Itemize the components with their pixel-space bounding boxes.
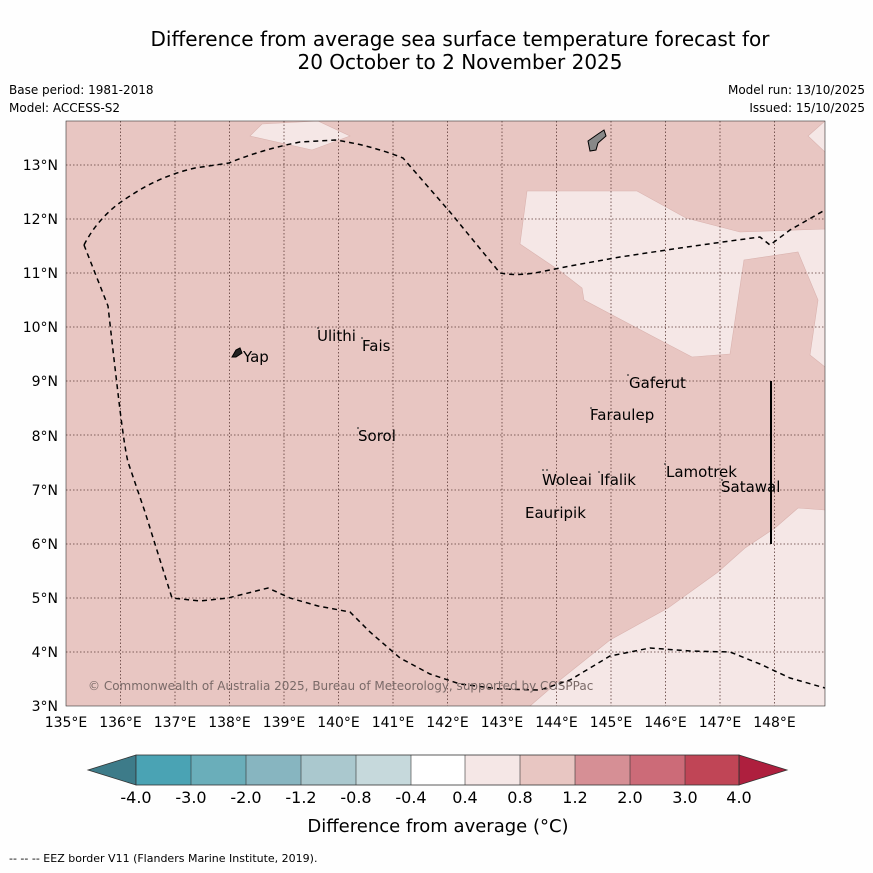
- lon-tick: 140°E: [317, 715, 360, 731]
- chart-title: Difference from average sea surface temp…: [60, 28, 860, 74]
- colorbar-swatch: [356, 755, 411, 785]
- colorbar-tick: -2.0: [230, 788, 261, 807]
- lat-tick: 4°N: [32, 645, 58, 661]
- colorbar-tick: 2.0: [617, 788, 642, 807]
- place-label-eauripik: Eauripik: [525, 504, 586, 522]
- colorbar-swatch: [246, 755, 301, 785]
- lat-tick: 8°N: [32, 429, 58, 445]
- colorbar-tick: -3.0: [175, 788, 206, 807]
- lon-tick: 146°E: [644, 715, 687, 731]
- lon-tick: 147°E: [699, 715, 742, 731]
- lon-tick: 137°E: [154, 715, 197, 731]
- guam-island: [587, 129, 607, 152]
- anomaly-fill-0p4-0p8: [249, 121, 351, 151]
- lon-tick: 141°E: [372, 715, 415, 731]
- colorbar-tick: 0.8: [507, 788, 532, 807]
- place-label-faraulep: Faraulep: [590, 406, 654, 424]
- colorbar-tick: 0.4: [452, 788, 477, 807]
- eez-source-note: -- -- -- EEZ border V11 (Flanders Marine…: [9, 852, 318, 865]
- eez-border-north: [83, 139, 825, 276]
- model-name: Model: ACCESS-S2: [9, 101, 121, 115]
- place-label-ulithi: Ulithi: [317, 327, 356, 345]
- yap-island: [231, 347, 243, 358]
- colorbar-extend-low: [86, 754, 137, 786]
- longitude-axis: 135°E 136°E 137°E 138°E 139°E 140°E 141°…: [45, 715, 796, 731]
- lat-tick: 9°N: [32, 374, 58, 390]
- place-label-satawal: Satawal: [721, 478, 780, 496]
- atoll-markers: [317, 327, 723, 481]
- lat-tick: 10°N: [23, 320, 58, 336]
- lon-tick: 136°E: [99, 715, 142, 731]
- lon-tick: 142°E: [426, 715, 469, 731]
- lon-tick: 148°E: [753, 715, 796, 731]
- map-area: Yap Ulithi Fais Gaferut Faraulep Sorol L…: [66, 121, 825, 706]
- lon-tick: 135°E: [45, 715, 88, 731]
- colorbar-swatch: [465, 755, 520, 785]
- colorbar-tick: 1.2: [562, 788, 587, 807]
- latitude-axis: 13°N 12°N 11°N 10°N 9°N 8°N 7°N 6°N 5°N …: [23, 158, 58, 715]
- lat-tick: 7°N: [32, 483, 58, 499]
- colorbar-swatch: [575, 755, 630, 785]
- place-label-gaferut: Gaferut: [629, 374, 686, 392]
- lat-tick: 3°N: [32, 699, 58, 715]
- place-label-woleai: Woleai: [542, 471, 592, 489]
- colorbar-swatch: [685, 755, 739, 785]
- lat-tick: 12°N: [23, 212, 58, 228]
- colorbar-tick: 4.0: [726, 788, 751, 807]
- lat-tick: 6°N: [32, 537, 58, 553]
- model-run: Model run: 13/10/2025: [727, 83, 865, 97]
- anomaly-fill-0p4-0p8: [529, 507, 825, 706]
- place-label-fais: Fais: [362, 337, 391, 355]
- graticule: [66, 121, 825, 706]
- colorbar-tick: -0.8: [340, 788, 371, 807]
- eez-border-south: [83, 244, 825, 691]
- colorbar-swatch: [136, 755, 191, 785]
- anomaly-fill-0p4-0p8: [807, 121, 825, 153]
- place-label-yap: Yap: [242, 348, 269, 366]
- colorbar-swatch: [520, 755, 575, 785]
- place-label-ifalik: Ifalik: [600, 471, 636, 489]
- lon-tick: 138°E: [208, 715, 251, 731]
- colorbar-tick: 3.0: [672, 788, 697, 807]
- meta-left: Base period: 1981-2018 Model: ACCESS-S2: [9, 81, 154, 117]
- colorbar-tick: -0.4: [395, 788, 426, 807]
- lat-tick: 11°N: [23, 266, 58, 282]
- colorbar-swatch: [301, 755, 356, 785]
- lon-tick: 139°E: [263, 715, 306, 731]
- lon-tick: 145°E: [590, 715, 633, 731]
- lat-tick: 5°N: [32, 591, 58, 607]
- base-period: Base period: 1981-2018: [9, 83, 154, 97]
- lon-tick: 144°E: [535, 715, 578, 731]
- lat-tick: 13°N: [23, 158, 58, 174]
- map-frame: [65, 120, 826, 707]
- place-label-sorol: Sorol: [358, 427, 396, 445]
- copyright-notice: © Commonwealth of Australia 2025, Bureau…: [88, 679, 593, 693]
- anomaly-fill-0p4-0p8: [519, 190, 825, 368]
- issued-date: Issued: 15/10/2025: [749, 101, 865, 115]
- lon-tick: 143°E: [481, 715, 524, 731]
- colorbar-swatch: [630, 755, 685, 785]
- colorbar-tick: -4.0: [120, 788, 151, 807]
- colorbar-tick: -1.2: [285, 788, 316, 807]
- colorbar-swatch: [411, 755, 465, 785]
- colorbar: -4.0 -3.0 -2.0 -1.2 -0.8 -0.4 0.4 0.8 1.…: [86, 754, 789, 837]
- title-line-2: 20 October to 2 November 2025: [297, 50, 623, 74]
- place-label-lamotrek: Lamotrek: [666, 463, 737, 481]
- colorbar-extend-high: [738, 754, 789, 786]
- colorbar-swatch: [191, 755, 246, 785]
- colorbar-label: Difference from average (°C): [307, 816, 568, 837]
- title-line-1: Difference from average sea surface temp…: [150, 27, 770, 51]
- meta-right: Model run: 13/10/2025 Issued: 15/10/2025: [728, 81, 865, 117]
